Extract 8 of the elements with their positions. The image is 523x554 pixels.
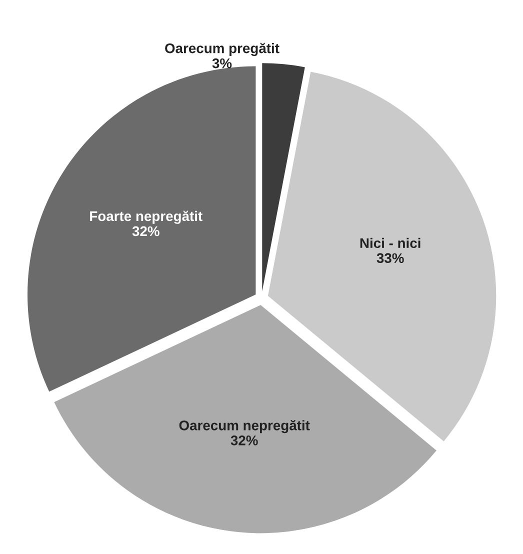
data-label: 33% [376, 253, 404, 264]
data-label: 32% [132, 226, 160, 236]
slice-label: Oarecum nepregătit [179, 420, 310, 434]
slice-label: Oarecum pregătit [165, 42, 280, 56]
data-label: 3% [212, 58, 232, 68]
data-label: 32% [230, 436, 258, 446]
slice-label: Nici - nici [360, 238, 420, 248]
slice-label: Foarte nepregătit [90, 210, 202, 224]
